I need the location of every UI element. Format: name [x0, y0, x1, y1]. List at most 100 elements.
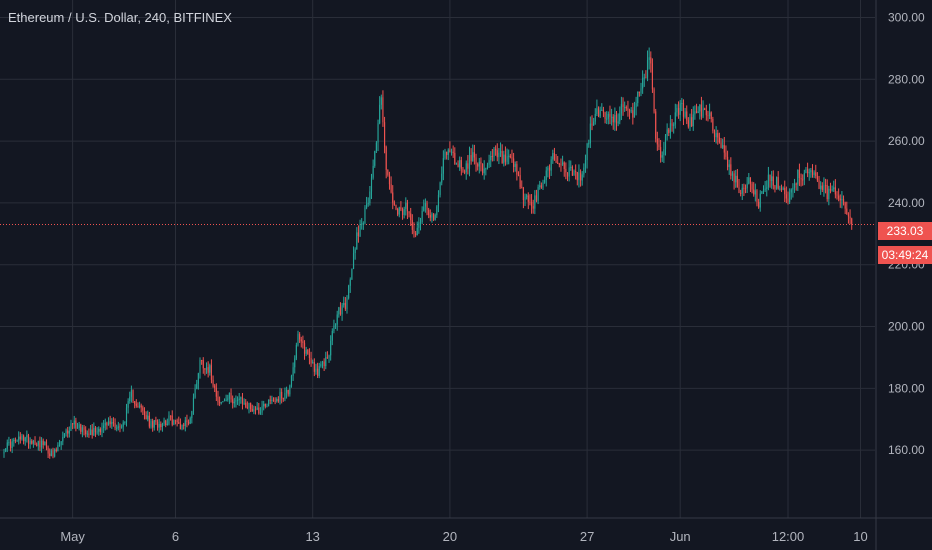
candle-body [383, 122, 386, 148]
candle-body [558, 163, 560, 165]
candle-body [738, 187, 740, 193]
chart-title: Ethereum / U.S. Dollar, 240, BITFINEX [8, 10, 232, 25]
candle-body [42, 440, 44, 446]
candle-body [691, 117, 693, 127]
candle-body [547, 167, 549, 171]
candle-body [576, 172, 578, 181]
candle-body [377, 123, 379, 143]
candle-body [277, 398, 279, 402]
candle-body [181, 424, 183, 430]
candle-body [405, 202, 407, 209]
candle-body [828, 188, 830, 200]
candle-body [235, 400, 237, 402]
candle-body [779, 188, 781, 190]
candle-body [674, 112, 676, 125]
candle-body [338, 307, 340, 315]
candle-body [80, 424, 82, 432]
candle-body [668, 129, 670, 133]
candle-body [834, 187, 836, 195]
candle-body [570, 166, 572, 168]
y-tick-label: 160.00 [888, 443, 925, 457]
candle-body [179, 423, 181, 430]
candle-body [593, 121, 595, 126]
candle-body [601, 109, 603, 111]
candle-body [416, 227, 418, 236]
candle-body [331, 331, 333, 341]
candle-body [728, 164, 730, 168]
candle-body [735, 175, 737, 183]
candle-body [436, 206, 438, 216]
candle-body [656, 138, 658, 145]
candle-body [689, 117, 691, 127]
candle-body [121, 426, 123, 428]
candle-body [508, 155, 510, 157]
candle-body [681, 103, 683, 105]
candle-body [746, 183, 748, 189]
candle-body [318, 366, 320, 376]
candle-body [620, 104, 622, 114]
candle-body [682, 103, 685, 117]
candle-body [470, 155, 472, 162]
candle-body [722, 145, 724, 148]
candle-body [726, 156, 729, 168]
candle-body [356, 232, 358, 250]
candle-body [346, 298, 348, 310]
candle-body [323, 361, 325, 367]
candle-body [637, 91, 639, 104]
candles [3, 47, 853, 459]
candle-body [240, 397, 242, 399]
candle-body [85, 429, 87, 434]
candle-body [351, 268, 353, 280]
candle-body [23, 435, 25, 442]
candle-body [615, 114, 618, 124]
candle-body [279, 391, 281, 402]
candle-body [415, 233, 417, 236]
candle-body [514, 164, 516, 167]
candle-body [103, 425, 105, 429]
candle-body [37, 440, 39, 446]
candle-body [663, 149, 665, 156]
candle-body [194, 388, 196, 398]
candle-body [261, 406, 263, 413]
candle-body [310, 357, 312, 364]
candle-body [325, 357, 327, 367]
candle-body [816, 176, 818, 181]
candle-body [810, 170, 812, 173]
candle-body [441, 173, 443, 183]
candle-body [276, 398, 278, 402]
candle-body [807, 169, 809, 174]
candle-body [609, 113, 611, 117]
candle-body [666, 129, 668, 136]
candle-body [772, 176, 774, 186]
candle-body [321, 361, 324, 365]
candle-body [29, 440, 31, 444]
candle-body [730, 164, 732, 176]
candle-body [444, 151, 446, 159]
candle-body [246, 406, 248, 408]
candle-body [349, 279, 351, 286]
candle-body [65, 430, 67, 434]
candle-body [495, 148, 497, 151]
candle-body [447, 149, 449, 155]
candle-body [795, 183, 797, 185]
candle-body [591, 123, 593, 126]
candle-body [174, 420, 177, 422]
candle-body [764, 188, 766, 190]
candle-body [429, 215, 431, 218]
candle-body [625, 106, 627, 109]
candle-body [535, 195, 538, 201]
candle-body [295, 345, 297, 359]
candle-body [516, 164, 518, 175]
candle-body [308, 353, 311, 358]
candle-body [488, 160, 490, 165]
candle-body [393, 202, 395, 205]
candle-body [219, 402, 221, 404]
candle-body [285, 389, 288, 393]
candle-body [723, 145, 725, 153]
candle-body [117, 426, 119, 428]
candle-body [669, 123, 671, 133]
candle-body [545, 170, 547, 180]
candle-body [227, 398, 229, 400]
